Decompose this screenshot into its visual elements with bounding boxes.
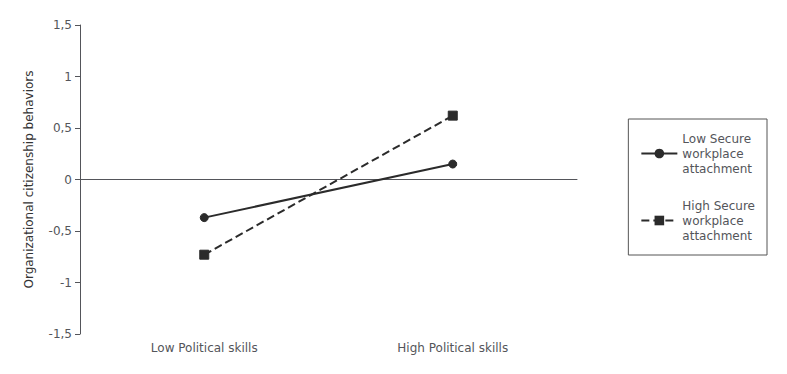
svg-text:attachment: attachment bbox=[682, 229, 752, 243]
svg-text:attachment: attachment bbox=[682, 162, 752, 176]
svg-text:workplace: workplace bbox=[682, 214, 743, 228]
svg-text:High Political skills: High Political skills bbox=[397, 341, 508, 355]
svg-text:1,5: 1,5 bbox=[53, 18, 72, 32]
svg-text:workplace: workplace bbox=[682, 147, 743, 161]
svg-text:High Secure: High Secure bbox=[682, 199, 755, 213]
svg-text:1: 1 bbox=[64, 70, 72, 84]
svg-text:-1,5: -1,5 bbox=[49, 327, 72, 341]
svg-text:Organizational citizenship beh: Organizational citizenship behaviors bbox=[22, 70, 36, 288]
svg-text:0,5: 0,5 bbox=[53, 121, 72, 135]
svg-text:0: 0 bbox=[64, 173, 72, 187]
svg-text:Low Political skills: Low Political skills bbox=[151, 341, 258, 355]
svg-text:-0,5: -0,5 bbox=[49, 224, 72, 238]
svg-text:-1: -1 bbox=[60, 276, 72, 290]
svg-text:Low Secure: Low Secure bbox=[682, 132, 751, 146]
